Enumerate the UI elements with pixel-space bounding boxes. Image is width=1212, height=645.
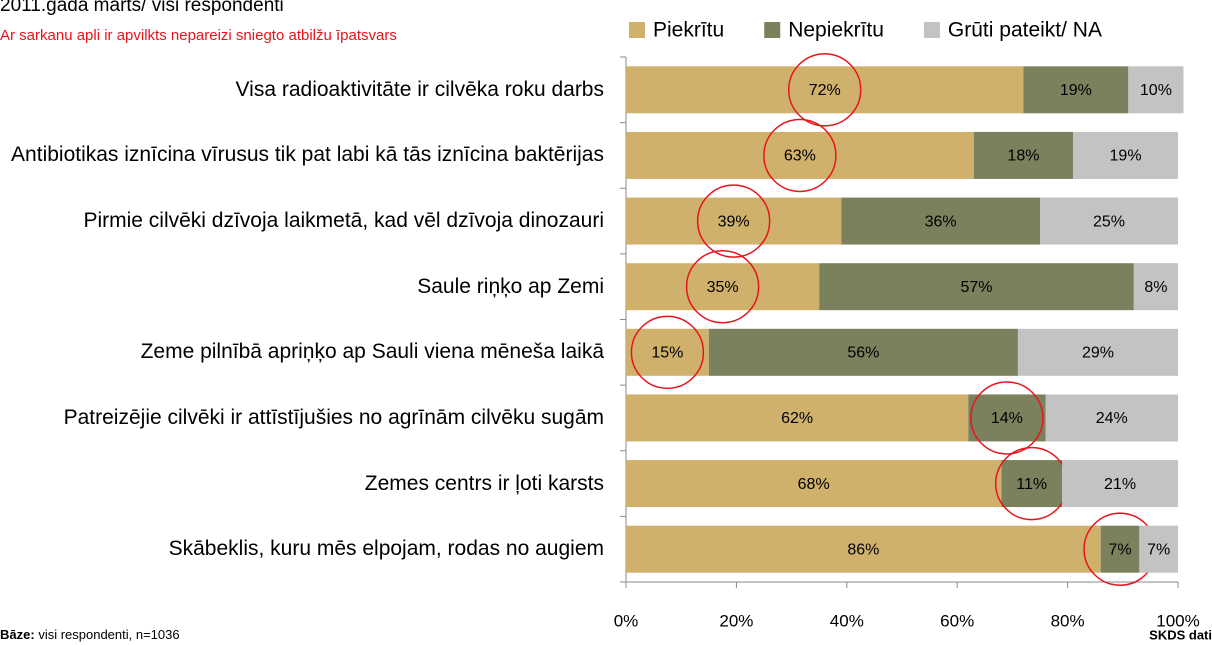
base-text: visi respondenti, n=1036 xyxy=(38,627,179,642)
value-label: 57% xyxy=(961,279,993,296)
value-label: 14% xyxy=(991,410,1023,427)
source: SKDS dati xyxy=(1149,627,1212,642)
legend-swatch xyxy=(764,22,781,38)
bar-segment xyxy=(626,263,820,311)
highlight-circle xyxy=(630,315,705,390)
value-label: 72% xyxy=(809,82,841,99)
value-label: 19% xyxy=(1060,82,1092,99)
value-label: 86% xyxy=(847,541,879,558)
category-label: Zeme pilnībā apriņķo ap Sauli viena mēne… xyxy=(140,340,604,364)
chart-title: 2011.gada marts/ visi respondenti xyxy=(0,0,284,16)
bar-segment xyxy=(1133,263,1178,311)
x-tick-label: 100% xyxy=(1156,611,1199,630)
bar-segment xyxy=(626,197,842,245)
value-label: 7% xyxy=(1147,541,1170,558)
category-label: Skābeklis, kuru mēs elpojam, rodas no au… xyxy=(168,537,604,561)
highlight-circle xyxy=(970,381,1044,455)
category-label: Zemes centrs ir ļoti karsts xyxy=(364,471,604,495)
x-tick-label: 60% xyxy=(940,611,974,630)
legend-label: Grūti pateikt/ NA xyxy=(948,19,1102,42)
category-label: Pirmie cilvēki dzīvoja laikmetā, kad vēl… xyxy=(83,209,604,233)
bar-segment xyxy=(626,460,1002,508)
bar-segment xyxy=(1073,131,1178,179)
category-label: Patreizējie cilvēki ir attīstījušies no … xyxy=(63,405,604,429)
value-label: 11% xyxy=(1016,476,1047,493)
value-label: 39% xyxy=(718,213,750,230)
bar-segment xyxy=(1100,525,1140,573)
bar-segment xyxy=(1023,66,1129,114)
legend-label: Nepiekrītu xyxy=(788,19,884,42)
value-label: 56% xyxy=(847,345,879,362)
value-label: 62% xyxy=(781,410,813,427)
highlight-circle xyxy=(696,184,771,258)
bar-segment xyxy=(1139,525,1178,573)
bar-segment xyxy=(819,263,1134,311)
bar-segment xyxy=(626,525,1101,573)
value-label: 15% xyxy=(651,345,683,362)
highlight-circle xyxy=(685,249,760,324)
legend-label: Piekrītu xyxy=(653,19,724,42)
bar-segment xyxy=(1128,66,1184,114)
x-tick-label: 80% xyxy=(1051,611,1085,630)
bar-segment xyxy=(1062,460,1178,508)
value-label: 8% xyxy=(1144,279,1167,296)
x-tick-label: 40% xyxy=(830,611,864,630)
bar-segment xyxy=(1045,394,1178,442)
highlight-circle xyxy=(763,118,837,193)
bar-segment xyxy=(626,131,974,179)
x-tick-label: 20% xyxy=(719,611,753,630)
bar-segment xyxy=(626,394,969,442)
bar-segment xyxy=(626,328,709,376)
bar-segment xyxy=(708,328,1018,376)
highlight-circle xyxy=(787,53,862,127)
value-label: 7% xyxy=(1108,541,1131,558)
value-label: 36% xyxy=(925,213,957,230)
legend-swatch xyxy=(923,22,940,38)
category-label: Visa radioaktivitāte ir cilvēka roku dar… xyxy=(235,77,604,101)
value-label: 35% xyxy=(707,279,739,296)
value-label: 29% xyxy=(1082,345,1114,362)
bar-segment xyxy=(1040,197,1178,245)
value-label: 68% xyxy=(798,476,830,493)
value-label: 63% xyxy=(784,148,816,165)
bar-segment xyxy=(973,131,1074,179)
value-label: 24% xyxy=(1096,410,1128,427)
base-note: Bāze: visi respondenti, n=1036 xyxy=(0,627,180,642)
bar-segment xyxy=(841,197,1040,245)
value-label: 25% xyxy=(1093,213,1125,230)
bar-segment xyxy=(968,394,1046,442)
base-label: Bāze: xyxy=(0,627,35,642)
value-label: 19% xyxy=(1110,148,1142,165)
x-tick-label: 0% xyxy=(614,611,639,630)
legend-swatch xyxy=(629,22,645,38)
bar-segment xyxy=(626,66,1024,114)
bar-segment xyxy=(1017,328,1178,376)
chart-subtitle: Ar sarkanu apli ir apvilkts nepareizi sn… xyxy=(0,27,397,44)
category-label: Saule riņķo ap Zemi xyxy=(417,274,604,298)
value-label: 18% xyxy=(1007,148,1039,165)
value-label: 10% xyxy=(1140,82,1172,99)
category-label: Antibiotikas iznīcina vīrusus tik pat la… xyxy=(11,143,604,167)
value-label: 21% xyxy=(1104,476,1136,493)
bar-segment xyxy=(1001,460,1063,508)
